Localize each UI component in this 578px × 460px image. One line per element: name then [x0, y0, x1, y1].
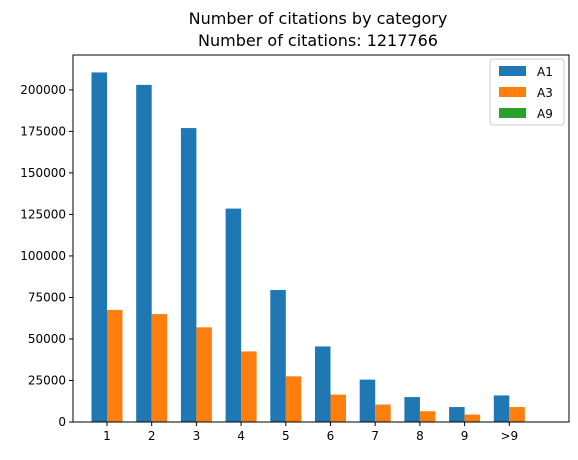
y-tick-label: 0: [58, 415, 66, 429]
bar-a1-9: [449, 407, 465, 422]
x-tick-label: 6: [327, 429, 335, 443]
legend: A1 A3 A9: [489, 58, 565, 126]
x-tick-label: 8: [416, 429, 424, 443]
chart-subtitle: Number of citations: 1217766: [198, 31, 438, 50]
legend-swatch-a9: [499, 108, 526, 118]
x-tick-label: 5: [282, 429, 290, 443]
bar-a1-5: [270, 289, 286, 422]
bar-a3-2: [151, 314, 168, 422]
y-tick-label: 175000: [20, 124, 66, 138]
bar-a3-9: [464, 414, 481, 422]
y-tick-label: 200000: [20, 83, 66, 97]
y-tick-label: 25000: [28, 373, 66, 387]
x-tick-label: 2: [148, 429, 156, 443]
bar-a1-3: [180, 128, 197, 422]
bar-a1-8: [404, 397, 420, 422]
chart-title: Number of citations by category: [189, 9, 448, 28]
x-tick-label: >9: [500, 429, 518, 443]
legend-swatch-a1: [499, 66, 526, 76]
y-tick-label: 100000: [20, 249, 66, 263]
legend-swatch-a3: [499, 87, 526, 97]
plot-frame: [72, 54, 570, 423]
x-tick-label: 1: [103, 429, 111, 443]
bars-layer: [91, 72, 525, 422]
bar-a1-4: [225, 208, 242, 422]
bar-a3-8: [419, 411, 436, 422]
bar-a3-5: [285, 376, 302, 422]
y-tick-label: 75000: [28, 290, 66, 304]
x-tick-label: 9: [461, 429, 469, 443]
bar-a3-3: [196, 327, 212, 422]
legend-label-a1: A1: [537, 65, 553, 79]
bar-a1-2: [136, 84, 152, 422]
y-tick-label: 125000: [20, 207, 66, 221]
x-tick-label: 4: [237, 429, 245, 443]
bar-a3-1: [107, 309, 123, 422]
bar-a1-7: [359, 379, 376, 422]
bar-a3-10: [509, 407, 525, 422]
legend-label-a3: A3: [537, 86, 553, 100]
y-tick-label: 150000: [20, 166, 66, 180]
y-tick-label: 50000: [28, 332, 66, 346]
bar-a3-7: [375, 404, 391, 422]
x-tick-label: 7: [371, 429, 379, 443]
axes-layer: 1 2 3 4 5 6 7 8 9 >9 0 25000 50000 75000 100000 125000 1…: [20, 54, 570, 443]
bar-a1-10: [493, 395, 510, 422]
bar-a1-6: [315, 346, 331, 422]
bar-a1-1: [91, 72, 107, 422]
x-tick-label: 3: [193, 429, 201, 443]
bar-a3-4: [241, 351, 257, 422]
legend-label-a9: A9: [537, 107, 553, 121]
bar-a3-6: [330, 394, 346, 422]
